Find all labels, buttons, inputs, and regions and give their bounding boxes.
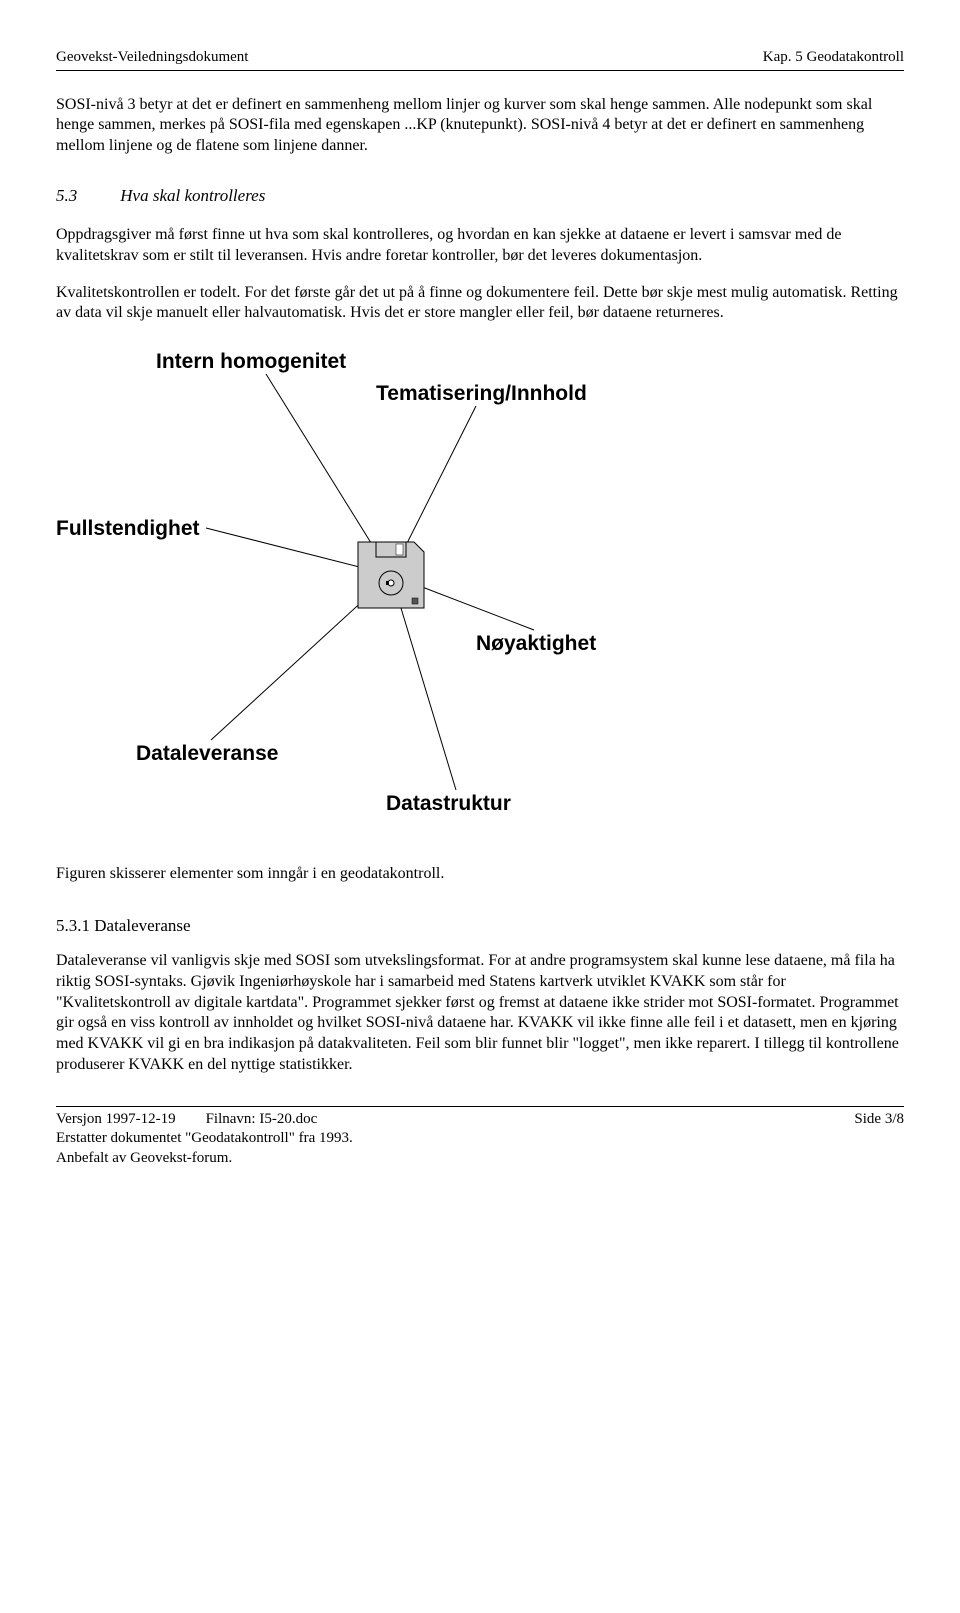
paragraph-1: SOSI-nivå 3 betyr at det er definert en …	[56, 95, 904, 157]
diagram-label-tema: Tematisering/Innhold	[376, 380, 587, 407]
diagram-label-datastr: Datastruktur	[386, 790, 511, 817]
footer-line3: Anbefalt av Geovekst-forum.	[56, 1150, 232, 1166]
paragraph-caption: Figuren skisserer elementer som inngår i…	[56, 864, 904, 885]
diagram-label-intern: Intern homogenitet	[156, 348, 346, 375]
floppy-icon	[356, 540, 426, 610]
heading-5-3-1: 5.3.1 Dataleveranse	[56, 915, 904, 937]
header-right: Kap. 5 Geodatakontroll	[763, 48, 904, 68]
diagram-label-datalev: Dataleveranse	[136, 740, 278, 767]
heading-5-3-number: 5.3	[56, 185, 116, 207]
paragraph-2: Oppdragsgiver må først finne ut hva som …	[56, 225, 904, 267]
footer-page: Side 3/8	[854, 1110, 904, 1169]
paragraph-5: Dataleveranse vil vanligvis skje med SOS…	[56, 951, 904, 1076]
diagram-label-fullst: Fullstendighet	[56, 515, 200, 542]
heading-5-3-text: Hva skal kontrolleres	[120, 186, 265, 205]
header-left: Geovekst-Veiledningsdokument	[56, 48, 248, 68]
footer-left: Versjon 1997-12-19 Filnavn: I5-20.doc Er…	[56, 1110, 353, 1169]
diagram-geodatakontroll: Intern homogenitet Tematisering/Innhold Fu…	[56, 340, 776, 860]
page-footer: Versjon 1997-12-19 Filnavn: I5-20.doc Er…	[56, 1106, 904, 1169]
footer-version: Versjon 1997-12-19	[56, 1111, 176, 1127]
footer-line2: Erstatter dokumentet "Geodatakontroll" f…	[56, 1130, 353, 1146]
diagram-label-noy: Nøyaktighet	[476, 630, 596, 657]
heading-5-3: 5.3 Hva skal kontrolleres	[56, 185, 904, 207]
footer-filename: Filnavn: I5-20.doc	[206, 1111, 318, 1127]
page-header: Geovekst-Veiledningsdokument Kap. 5 Geod…	[56, 48, 904, 71]
paragraph-3: Kvalitetskontrollen er todelt. For det f…	[56, 283, 904, 325]
